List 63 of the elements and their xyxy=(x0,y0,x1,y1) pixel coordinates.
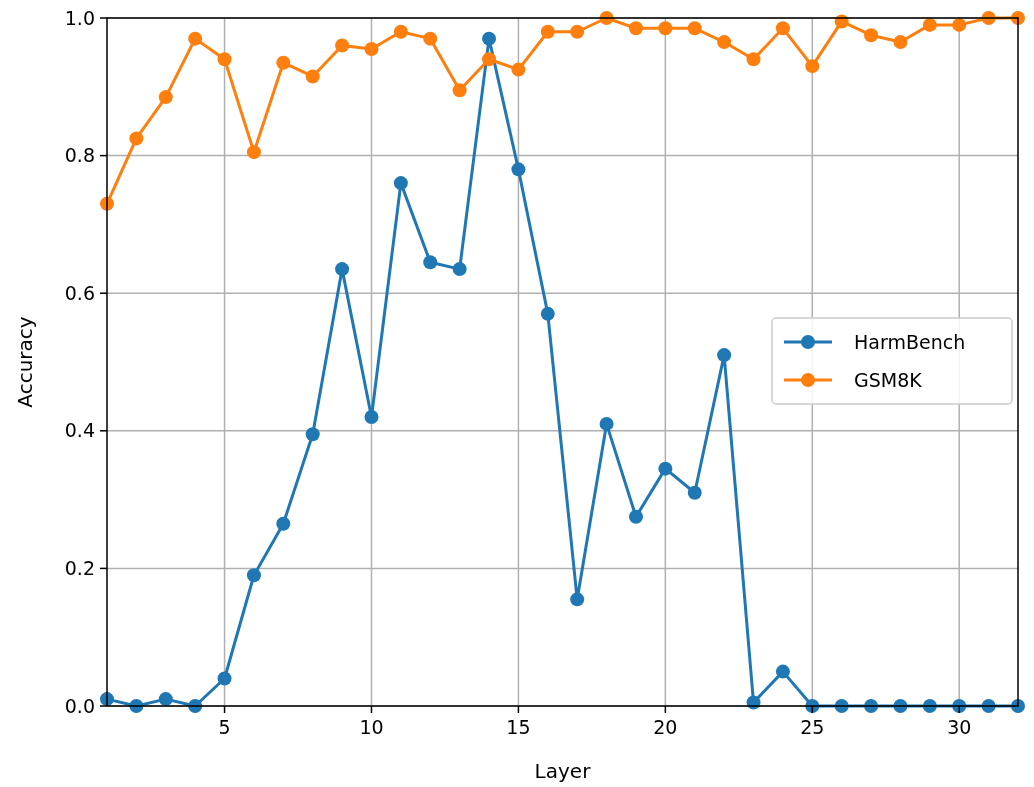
point xyxy=(952,17,967,32)
y-tick-label: 0.0 xyxy=(64,694,95,717)
point xyxy=(482,52,497,67)
point xyxy=(335,262,350,277)
y-tick-label: 0.6 xyxy=(64,281,95,304)
point xyxy=(864,28,879,43)
point xyxy=(540,306,555,321)
point xyxy=(805,59,820,74)
point xyxy=(658,21,673,36)
point xyxy=(276,55,291,70)
point xyxy=(129,131,144,146)
point xyxy=(922,17,937,32)
point xyxy=(482,31,497,46)
x-tick-label: 30 xyxy=(947,716,972,738)
x-tick-label: 15 xyxy=(506,716,531,738)
y-tick-label: 1.0 xyxy=(64,6,95,29)
legend-label: HarmBench xyxy=(854,330,966,353)
x-tick-label: 10 xyxy=(359,716,384,738)
point xyxy=(423,255,438,270)
point xyxy=(717,35,732,50)
point xyxy=(511,162,526,177)
point xyxy=(717,348,732,363)
point xyxy=(687,21,702,36)
point xyxy=(746,52,761,67)
point xyxy=(775,664,790,679)
y-tick-label: 0.4 xyxy=(64,419,95,442)
point xyxy=(570,592,585,607)
point xyxy=(393,176,408,191)
point xyxy=(687,485,702,500)
legend-label: GSM8K xyxy=(854,368,923,391)
point xyxy=(217,671,232,686)
point xyxy=(628,509,643,524)
point xyxy=(246,145,261,160)
point xyxy=(599,416,614,431)
point xyxy=(305,427,320,442)
y-tick-label: 0.8 xyxy=(64,144,95,167)
point xyxy=(775,21,790,36)
point xyxy=(305,69,320,84)
point xyxy=(364,41,379,56)
x-tick-label: 25 xyxy=(800,716,825,738)
point xyxy=(658,461,673,476)
point xyxy=(335,38,350,53)
x-axis-title: Layer xyxy=(534,759,592,783)
point xyxy=(188,31,203,46)
point xyxy=(452,262,467,277)
x-tick-label: 5 xyxy=(218,716,231,738)
point xyxy=(511,62,526,77)
point xyxy=(158,692,173,707)
point xyxy=(158,90,173,105)
point xyxy=(217,52,232,67)
point xyxy=(276,516,291,531)
point xyxy=(893,35,908,50)
point xyxy=(364,410,379,425)
point xyxy=(540,24,555,39)
point xyxy=(570,24,585,39)
point xyxy=(628,21,643,36)
x-tick-label: 20 xyxy=(653,716,678,738)
point xyxy=(246,568,261,583)
point xyxy=(452,83,467,98)
y-axis-title: Accuracy xyxy=(13,316,37,408)
point xyxy=(393,24,408,39)
y-tick-label: 0.2 xyxy=(64,557,95,580)
point xyxy=(423,31,438,46)
